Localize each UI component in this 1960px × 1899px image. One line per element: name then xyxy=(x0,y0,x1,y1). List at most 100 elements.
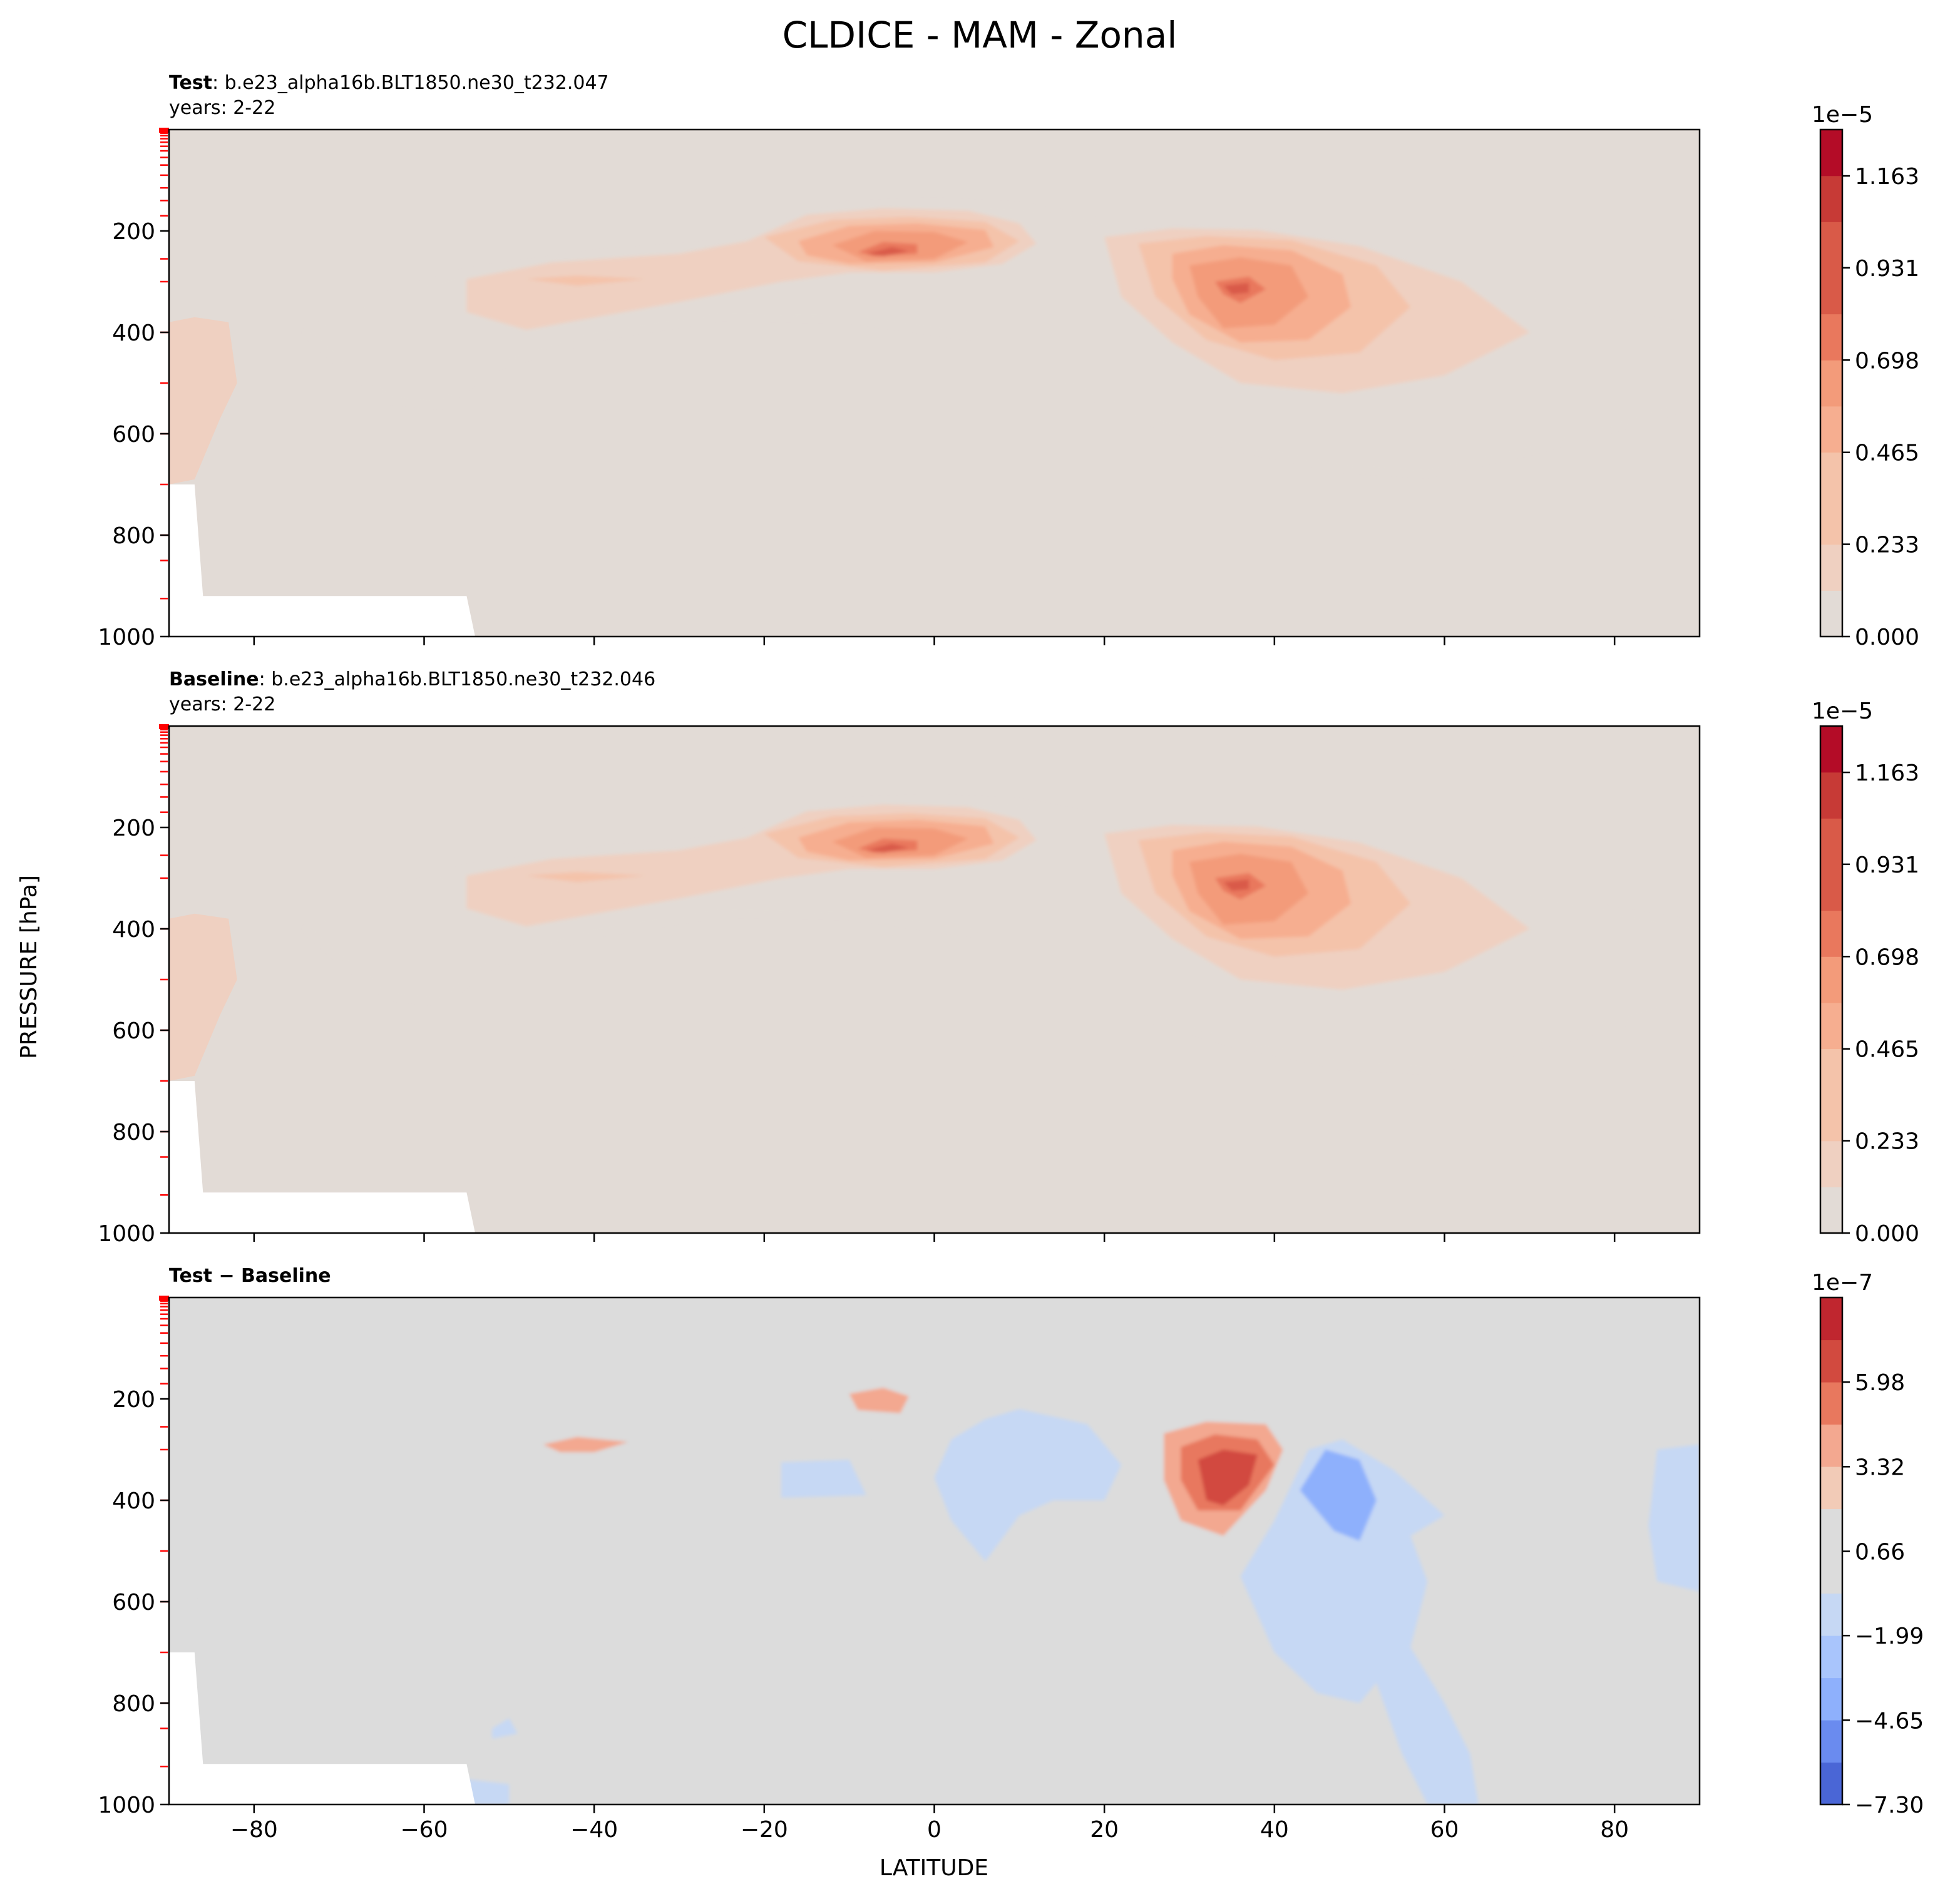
y-tick-label: 400 xyxy=(112,917,155,943)
contour-band xyxy=(934,1409,1122,1562)
contour-field-test xyxy=(169,130,1700,637)
x-tick-label: −80 xyxy=(230,1817,278,1843)
y-tick-label: 200 xyxy=(112,816,155,841)
colorbar-tick-label: 0.465 xyxy=(1855,1037,1919,1063)
panel-baseline: Baseline: b.e23_alpha16b.BLT1850.ne30_t2… xyxy=(98,668,1919,1247)
contour-band xyxy=(169,1401,781,1652)
colorbar-tick-label: 0.000 xyxy=(1855,625,1919,650)
contour-band xyxy=(526,275,645,286)
model-level-ticks-difference xyxy=(159,1296,169,1768)
colorbar-tick-label: 0.931 xyxy=(1855,852,1919,878)
y-axis-label: PRESSURE [hPa] xyxy=(16,875,42,1059)
colorbar-band xyxy=(1820,1339,1842,1383)
x-tick-label: −20 xyxy=(741,1817,788,1843)
x-tick-label: 0 xyxy=(927,1817,942,1843)
y-tick-label: 1000 xyxy=(98,1221,155,1247)
level-tick-cluster xyxy=(159,128,169,133)
colorbar-band xyxy=(1820,1635,1842,1679)
contour-band xyxy=(866,247,909,257)
y-tick-label: 800 xyxy=(112,523,155,549)
contour-field-baseline xyxy=(169,726,1700,1233)
colorbar-band xyxy=(1820,1593,1842,1636)
colorbar-tick-label: 1.163 xyxy=(1855,164,1919,190)
colorbar-test: 0.000 0.233 0.465 0.698 0.931 1.163 1e−5 xyxy=(1812,102,1919,650)
colorbar-band xyxy=(1820,360,1842,407)
contour-band xyxy=(169,317,237,484)
colorbar-band xyxy=(1820,910,1842,957)
panel-baseline-title-bold: Baseline xyxy=(169,668,259,690)
panel-baseline-title: Baseline: b.e23_alpha16b.BLT1850.ne30_t2… xyxy=(169,668,655,690)
level-tick-cluster xyxy=(159,724,169,729)
model-level-ticks-test xyxy=(159,128,169,600)
missing-data-region xyxy=(169,484,475,637)
colorbar-band xyxy=(1820,130,1842,177)
x-tick-label: 80 xyxy=(1600,1817,1629,1843)
colorbar-band xyxy=(1820,314,1842,361)
panel-test-title-rest: : b.e23_alpha16b.BLT1850.ne30_t232.047 xyxy=(212,72,609,94)
y-tick-label: 600 xyxy=(112,1018,155,1044)
colorbar-band xyxy=(1820,590,1842,637)
colorbar-multiplier: 1e−5 xyxy=(1812,699,1873,724)
colorbar-tick-label: 3.32 xyxy=(1855,1455,1905,1480)
panel-difference: Test − Baseline −80 −60 −40 −20 0 20 40 60 80 20… xyxy=(98,1265,1924,1843)
y-tick-label: 200 xyxy=(112,219,155,245)
colorbar-band xyxy=(1820,1720,1842,1763)
colorbar-band xyxy=(1820,1140,1842,1187)
model-level-ticks-baseline xyxy=(159,724,169,1196)
colorbar-tick-label: 0.698 xyxy=(1855,348,1919,374)
y-tick-label: 400 xyxy=(112,320,155,346)
colorbar-band xyxy=(1820,956,1842,1003)
colorbar-frame xyxy=(1819,128,1844,638)
y-axis-difference: 200 400 600 800 1000 xyxy=(98,1387,169,1818)
colorbar-band xyxy=(1820,1762,1842,1805)
y-axis-test: 200 400 600 800 1000 xyxy=(98,219,169,650)
colorbar-tick-label: 0.233 xyxy=(1855,1129,1919,1155)
colorbar-tick-label: −7.30 xyxy=(1855,1793,1924,1818)
y-axis-baseline: 200 400 600 800 1000 xyxy=(98,816,169,1247)
x-tick-label: 20 xyxy=(1090,1817,1119,1843)
colorbar-band xyxy=(1820,1424,1842,1467)
panel-baseline-subtitle: years: 2-22 xyxy=(169,694,275,715)
colorbar-tick-label: 0.698 xyxy=(1855,944,1919,970)
missing-data-region xyxy=(169,1652,475,1804)
contour-background xyxy=(169,1298,1700,1804)
x-axis-test xyxy=(253,637,1616,645)
contour-band xyxy=(849,1388,909,1413)
colorbar-band xyxy=(1820,1048,1842,1095)
colorbar-frame xyxy=(1819,725,1844,1234)
x-tick-label: 40 xyxy=(1260,1817,1289,1843)
x-axis-baseline xyxy=(253,1233,1616,1242)
y-tick-label: 600 xyxy=(112,422,155,448)
colorbar-band xyxy=(1820,452,1842,499)
colorbar-band xyxy=(1820,222,1842,269)
panel-test-title-bold: Test xyxy=(169,72,212,94)
colorbar-band xyxy=(1820,1508,1842,1552)
contour-band xyxy=(1223,879,1249,891)
contour-band xyxy=(1223,282,1249,295)
colorbar-band xyxy=(1820,1298,1842,1341)
colorbar-band xyxy=(1820,818,1842,865)
contour-band xyxy=(492,1718,518,1739)
colorbar-tick-label: 0.465 xyxy=(1855,441,1919,466)
panel-baseline-title-rest: : b.e23_alpha16b.BLT1850.ne30_t232.046 xyxy=(259,668,656,690)
contour-band xyxy=(1487,1414,1589,1582)
colorbar-tick-label: 0.931 xyxy=(1855,256,1919,282)
colorbar-band xyxy=(1820,1382,1842,1425)
contour-band xyxy=(169,913,237,1081)
colorbar-band xyxy=(1820,175,1842,222)
colorbar-difference: −7.30 −4.65 −1.99 0.66 3.32 5.98 1e−7 xyxy=(1812,1270,1924,1818)
contour-band xyxy=(866,843,909,853)
x-tick-label: −40 xyxy=(570,1817,618,1843)
colorbar-band xyxy=(1820,1187,1842,1234)
contour-band xyxy=(1198,1450,1258,1506)
y-tick-label: 200 xyxy=(112,1387,155,1413)
colorbar-baseline: 0.000 0.233 0.465 0.698 0.931 1.163 1e−5 xyxy=(1812,699,1919,1247)
colorbar-band xyxy=(1820,1551,1842,1594)
panel-difference-title-bold: Test − Baseline xyxy=(169,1265,331,1287)
contour-band xyxy=(543,1436,629,1453)
y-tick-label: 400 xyxy=(112,1488,155,1514)
panel-test-title: Test: b.e23_alpha16b.BLT1850.ne30_t232.0… xyxy=(169,72,609,94)
contour-field-difference xyxy=(169,1298,1700,1804)
x-axis-difference: −80 −60 −40 −20 0 20 40 60 80 xyxy=(230,1804,1629,1843)
